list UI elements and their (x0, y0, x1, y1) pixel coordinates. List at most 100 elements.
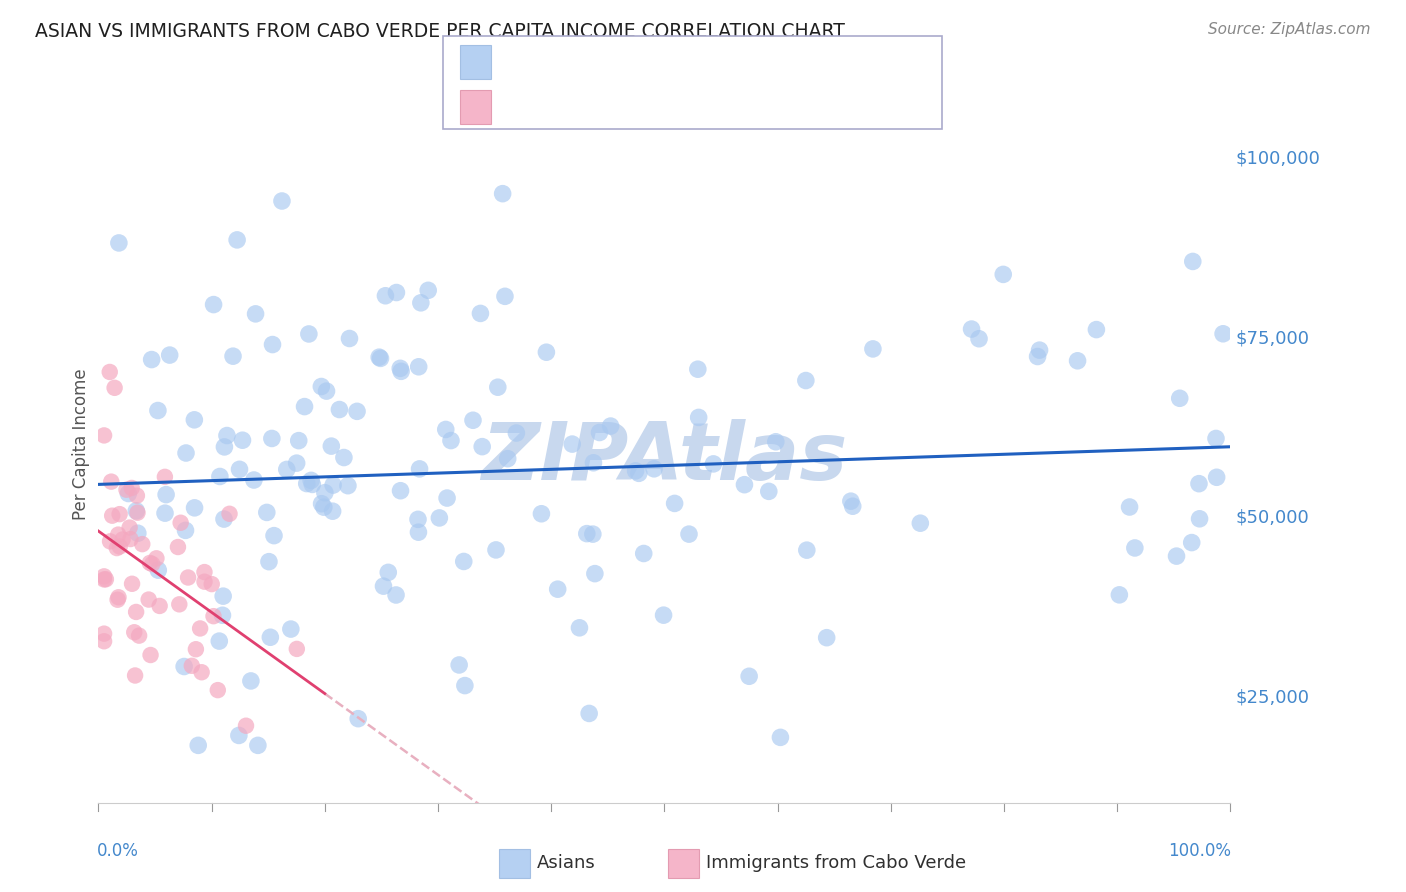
Point (93, 626, 115, 640)
Point (960, 322, 983, 336)
Point (575, 526, 598, 541)
Point (311, 379, 333, 393)
Point (530, 507, 553, 521)
Point (796, 543, 818, 558)
Point (201, 577, 224, 591)
Point (285, 456, 308, 470)
Point (257, 555, 280, 569)
Point (496, 451, 519, 466)
Point (408, 462, 430, 476)
Text: 0.0%: 0.0% (97, 842, 139, 860)
Text: N =: N = (659, 98, 699, 116)
Point (127, 506, 149, 520)
Point (141, 352, 163, 367)
Text: 148: 148 (718, 54, 756, 71)
Point (418, 283, 440, 297)
Point (839, 494, 862, 508)
Point (295, 476, 318, 491)
Point (108, 235, 131, 250)
Point (624, 464, 647, 478)
Point (582, 456, 605, 470)
Point (1028, 343, 1050, 358)
Point (471, 440, 494, 454)
Point (174, 524, 197, 538)
Point (910, 516, 932, 531)
Point (633, 547, 655, 561)
Point (1168, 391, 1191, 405)
Point (141, 557, 163, 571)
Point (299, 474, 322, 488)
Point (1085, 322, 1108, 336)
Point (226, 233, 249, 247)
Point (212, 512, 235, 526)
Point (294, 400, 316, 414)
Point (139, 556, 162, 570)
Point (505, 425, 527, 440)
Point (686, 362, 709, 376)
Point (202, 297, 225, 311)
Point (1205, 432, 1227, 446)
Point (125, 504, 148, 518)
Point (1026, 350, 1049, 364)
Point (436, 491, 458, 505)
Point (346, 404, 368, 418)
Point (127, 526, 149, 541)
Point (627, 467, 650, 481)
Point (167, 540, 190, 554)
Point (104, 381, 127, 395)
Point (312, 500, 335, 515)
Point (145, 551, 167, 566)
Point (118, 520, 141, 534)
Point (169, 516, 191, 530)
Point (333, 450, 356, 465)
Point (815, 631, 838, 645)
Point (259, 630, 281, 644)
Point (173, 659, 195, 673)
Point (1205, 470, 1227, 484)
Point (322, 504, 344, 518)
Point (212, 589, 235, 603)
Point (491, 186, 513, 201)
Point (239, 673, 262, 688)
Y-axis label: Per Capita Income: Per Capita Income (72, 368, 90, 519)
Text: N =: N = (659, 54, 699, 71)
Point (311, 497, 333, 511)
Point (121, 481, 143, 495)
Point (271, 194, 294, 208)
Point (688, 410, 710, 425)
Point (125, 489, 148, 503)
Point (93, 573, 115, 587)
Point (453, 554, 475, 568)
Point (93, 428, 115, 442)
Point (190, 665, 212, 680)
Point (1188, 476, 1211, 491)
Point (758, 484, 780, 499)
Point (678, 527, 700, 541)
Point (177, 570, 200, 584)
Point (98, 365, 121, 379)
Point (105, 541, 128, 555)
Point (583, 566, 606, 581)
Point (184, 642, 207, 657)
Point (377, 566, 399, 580)
Point (389, 364, 412, 378)
Point (582, 527, 605, 541)
Point (94, 572, 117, 586)
Point (207, 683, 229, 698)
Point (243, 473, 266, 487)
Point (222, 349, 245, 363)
Point (169, 598, 191, 612)
Point (111, 533, 134, 547)
Point (339, 331, 361, 345)
Point (139, 648, 162, 662)
Point (967, 332, 990, 346)
Point (315, 384, 337, 398)
Point (153, 506, 176, 520)
Point (733, 477, 755, 491)
Point (202, 609, 225, 624)
Point (183, 413, 205, 427)
Point (193, 565, 215, 579)
Point (765, 434, 787, 449)
Point (98, 534, 121, 549)
Point (485, 542, 508, 557)
